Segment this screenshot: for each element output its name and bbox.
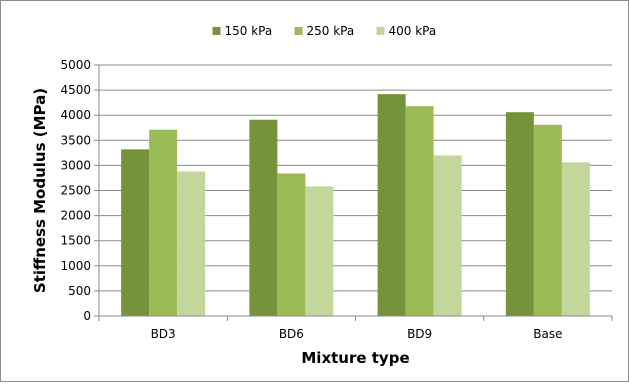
y-tick-label: 1500 [60, 234, 91, 248]
bar [305, 186, 334, 316]
bar [149, 129, 178, 316]
bar [121, 149, 150, 316]
x-axis-title: Mixture type [301, 349, 409, 367]
legend: 150 kPa 250 kPa 400 kPa [212, 24, 437, 38]
bar [405, 106, 434, 316]
bar [561, 162, 590, 316]
legend-swatch [376, 27, 385, 35]
legend-label: 150 kPa [225, 24, 273, 38]
y-tick-label: 2000 [60, 209, 91, 223]
y-tick-label: 0 [83, 309, 91, 323]
legend-label: 250 kPa [307, 24, 355, 38]
bar [433, 155, 462, 316]
y-tick-label: 1000 [60, 259, 91, 273]
bar [505, 112, 534, 316]
y-tick-labels: 0 500 1000 1500 2000 2500 3000 3500 4000 4500 5000 [60, 58, 91, 323]
y-tick-label: 4000 [60, 108, 91, 122]
y-tick-label: 2500 [60, 184, 91, 198]
bar [377, 94, 406, 316]
y-tick-label: 5000 [60, 58, 91, 72]
y-tick-label: 3500 [60, 133, 91, 147]
legend-label: 400 kPa [389, 24, 437, 38]
x-tick-label: BD3 [151, 327, 176, 341]
axes [94, 64, 613, 321]
bar [277, 173, 306, 316]
y-tick-label: 500 [68, 284, 91, 298]
bar [249, 119, 278, 316]
x-tick-label: Base [533, 327, 562, 341]
legend-swatch [212, 27, 221, 35]
x-tick-label: BD6 [279, 327, 304, 341]
x-tick-label: BD9 [407, 327, 432, 341]
x-tick-labels: BD3 BD6 BD9 Base [151, 327, 563, 341]
y-tick-label: 3000 [60, 158, 91, 172]
legend-swatch [294, 27, 303, 35]
bar [533, 124, 562, 316]
y-axis-title: Stiffness Modulus (MPa) [31, 88, 49, 293]
bars [121, 94, 590, 316]
bar [177, 171, 206, 316]
y-tick-label: 4500 [60, 83, 91, 97]
